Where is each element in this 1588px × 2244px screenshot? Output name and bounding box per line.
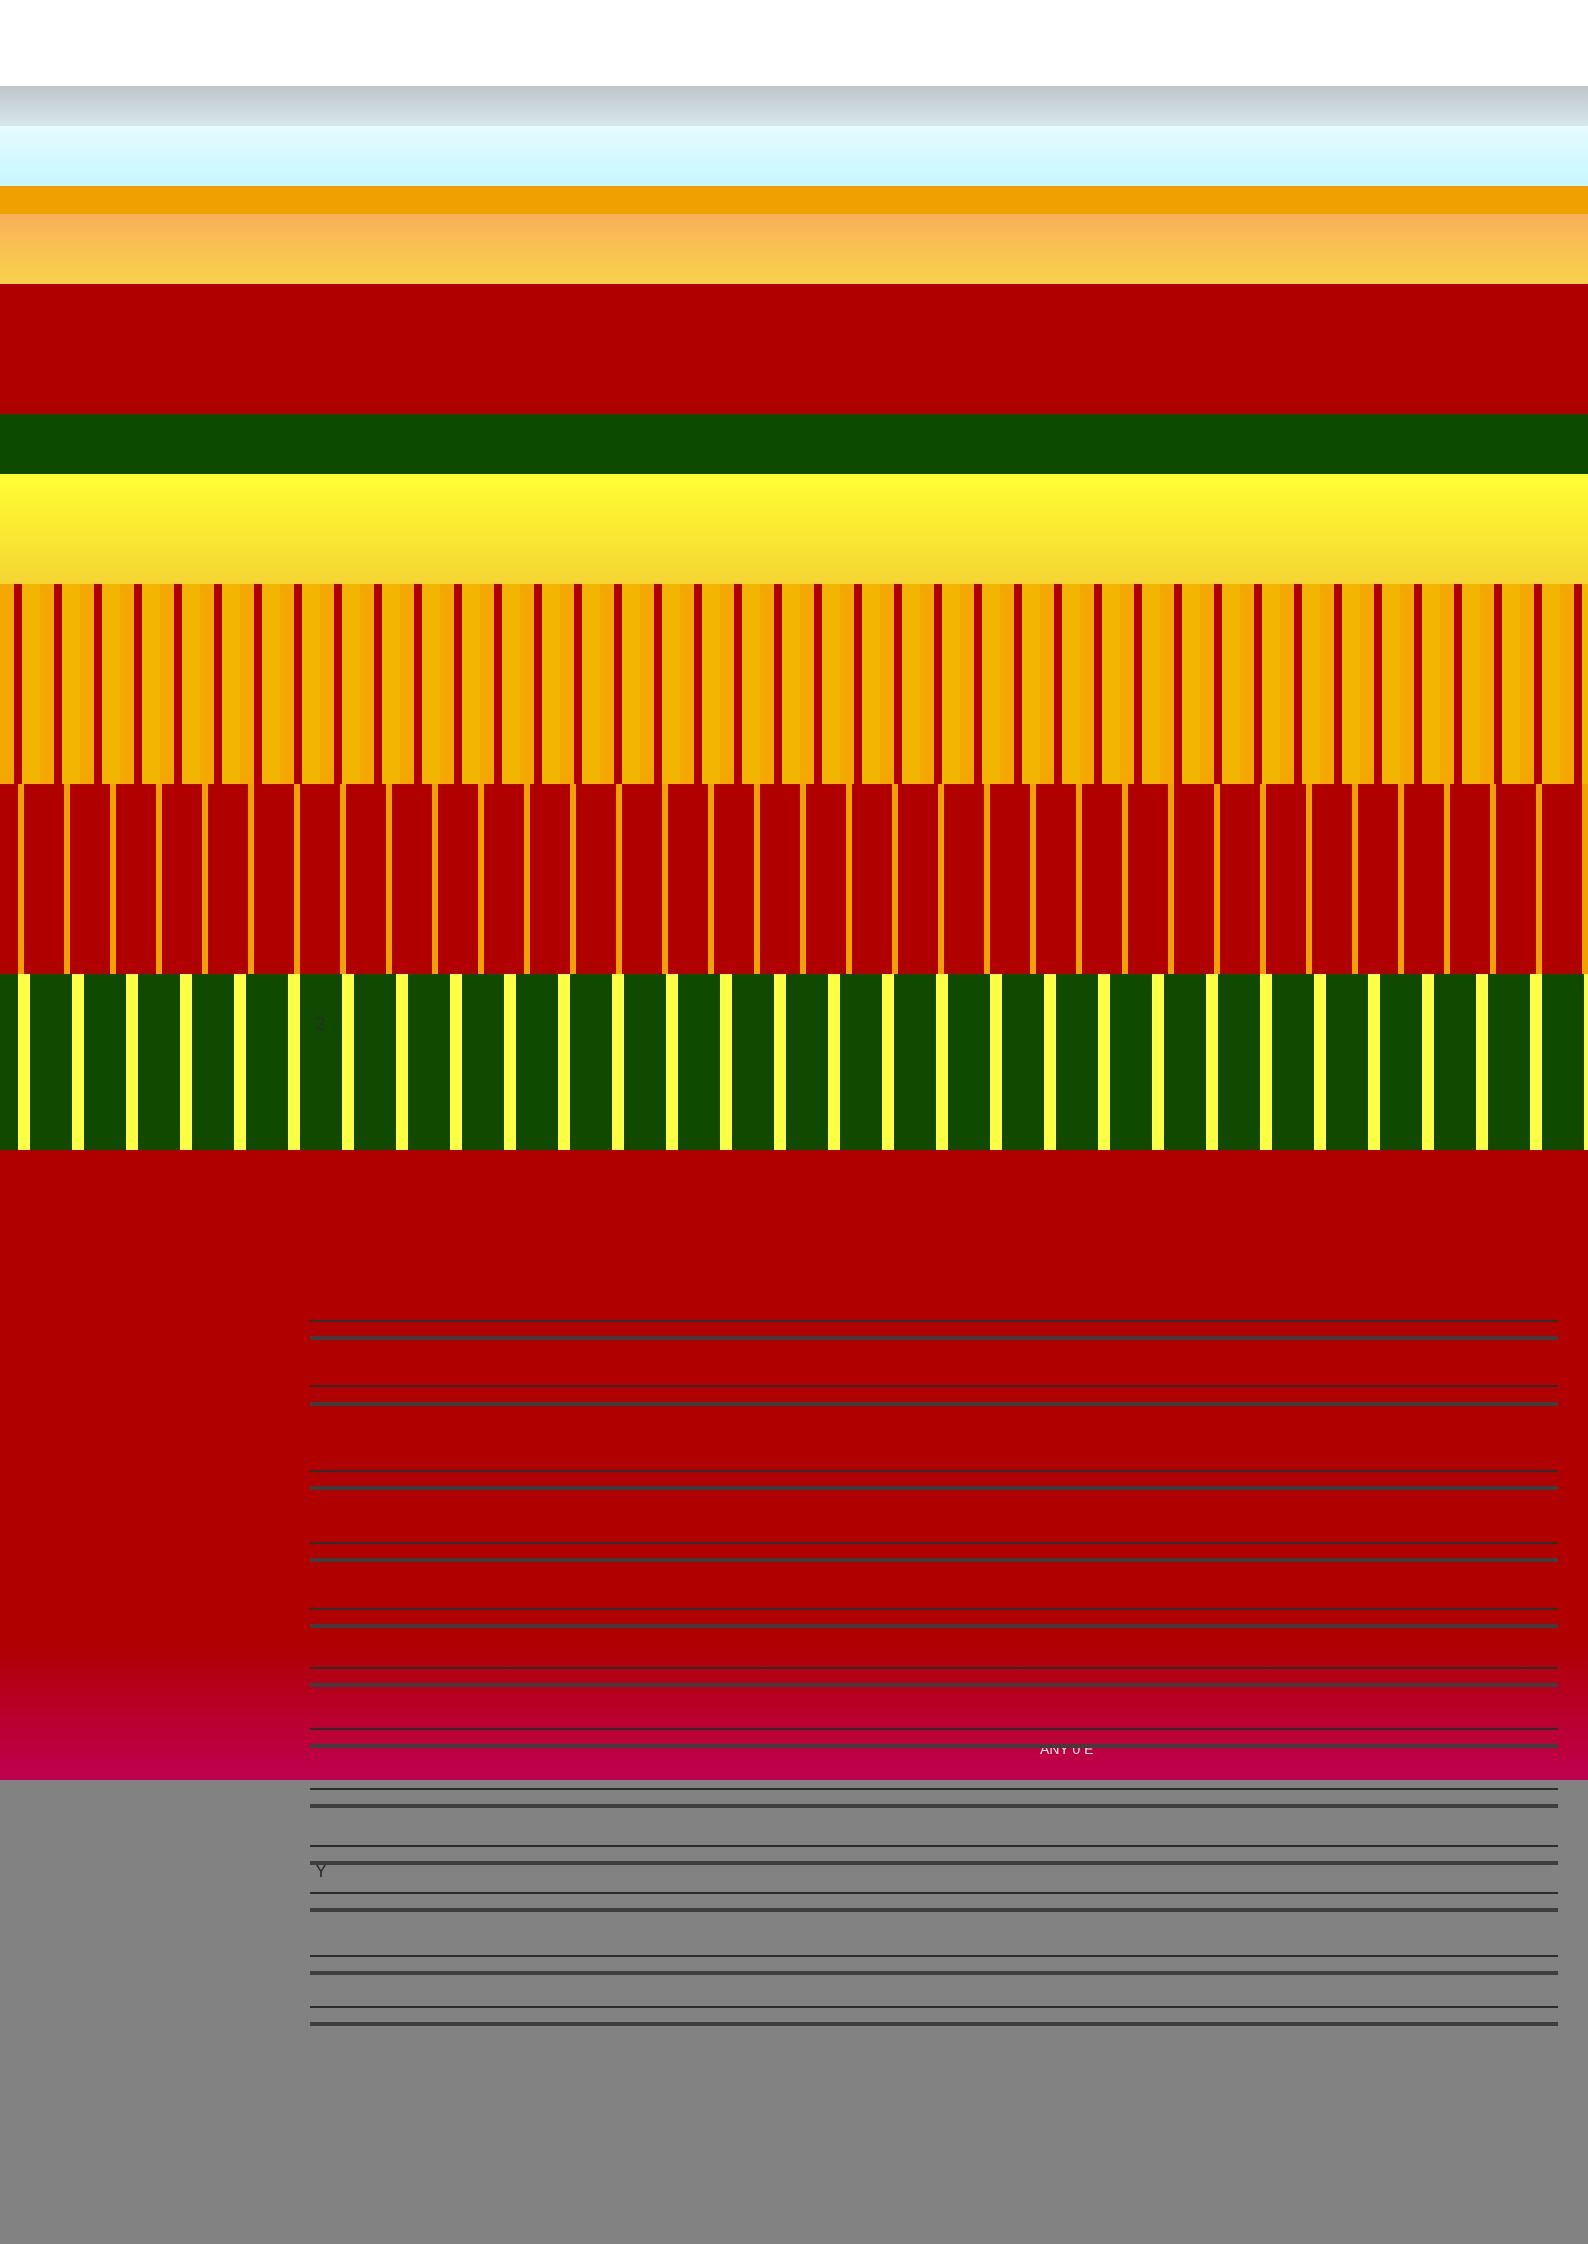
top-green-band: [0, 414, 1588, 474]
content-line: [310, 1908, 1558, 1912]
content-line: [310, 1955, 1558, 1957]
content-line: [310, 1744, 1558, 1748]
gray-bottom-area: [0, 1780, 1588, 2244]
top-mosaic-band: [0, 584, 1588, 784]
content-line: [310, 1558, 1558, 1562]
top-red-band: [0, 284, 1588, 414]
content-line: [310, 1728, 1558, 1730]
content-line: [310, 2006, 1558, 2008]
content-line: [310, 1804, 1558, 1808]
pink-band: [0, 1640, 1588, 1780]
content-line: [310, 1336, 1558, 1340]
content-line: [310, 1788, 1558, 1790]
content-line: [310, 1608, 1558, 1610]
green-mosaic-band: [0, 974, 1588, 1150]
top-orange-band: [0, 186, 1588, 214]
content-line: [310, 1470, 1558, 1472]
content-line: [310, 1542, 1558, 1544]
top-peach-band: [0, 214, 1588, 284]
content-line: [310, 1971, 1558, 1975]
content-line: [310, 1320, 1558, 1322]
top-gray-band: [0, 86, 1588, 126]
marker-label: Y: [315, 1861, 328, 1881]
content-line: [310, 1486, 1558, 1490]
content-line: [310, 1683, 1558, 1687]
content-line: [310, 2022, 1558, 2026]
mid-red-band: [0, 784, 1588, 974]
marker-label: 2: [315, 1014, 326, 1034]
content-line: [310, 1402, 1558, 1406]
content-line: [310, 1385, 1558, 1387]
content-line: [310, 1667, 1558, 1669]
top-yellow-band: [0, 474, 1588, 584]
content-line: [310, 1624, 1558, 1628]
content-line: [310, 1861, 1558, 1865]
top-cyan-band: [0, 126, 1588, 186]
content-line: [310, 1892, 1558, 1894]
content-line: [310, 1845, 1558, 1847]
top-white-band: [0, 0, 1588, 86]
